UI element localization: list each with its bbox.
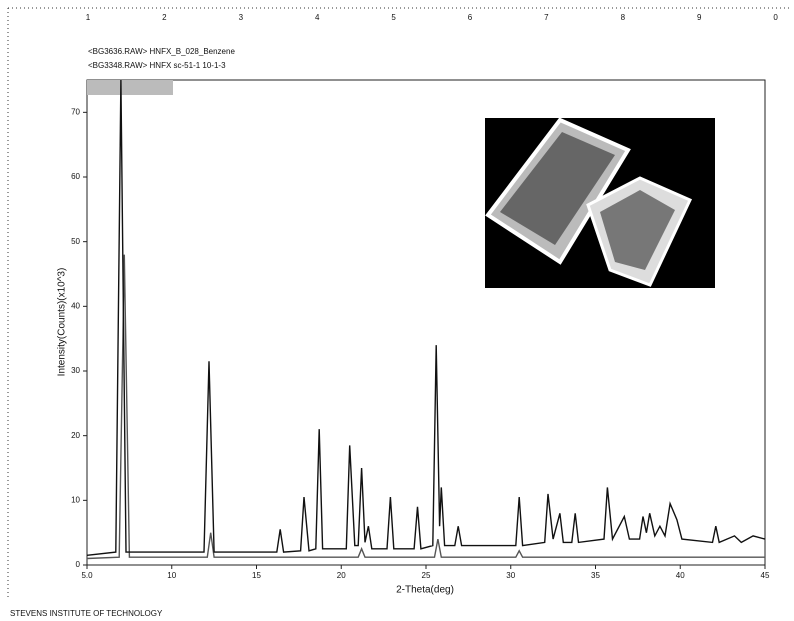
- footer: STEVENS INSTITUTE OF TECHNOLOGY: [10, 609, 163, 618]
- ruler-label: 1: [86, 13, 91, 22]
- y-tick-label: 0: [76, 560, 81, 569]
- x-tick-label: 25: [422, 571, 431, 580]
- y-tick-label: 60: [71, 172, 80, 181]
- ruler-label: 2: [162, 13, 167, 22]
- x-tick-label: 40: [676, 571, 685, 580]
- ruler-label: 3: [239, 13, 244, 22]
- gray-bar: [87, 80, 173, 95]
- y-tick-label: 50: [71, 237, 80, 246]
- inset-photo: [485, 118, 715, 288]
- y-axis-label: Intensity(Counts)(x10^3): [57, 268, 68, 377]
- ruler-label: 0: [773, 13, 778, 22]
- x-tick-label: 15: [252, 571, 261, 580]
- y-tick-label: 70: [71, 107, 80, 116]
- x-axis-label: 2-Theta(deg): [396, 585, 454, 596]
- x-tick-label: 20: [337, 571, 346, 580]
- y-tick-label: 20: [71, 431, 80, 440]
- y-tick-label: 30: [71, 366, 80, 375]
- legend-entry: <BG3636.RAW> HNFX_B_028_Benzene: [88, 47, 235, 56]
- ruler-label: 5: [391, 13, 396, 22]
- screenshot: <BG3636.RAW> HNFX_B_028_Benzene <BG3348.…: [0, 0, 794, 621]
- y-tick-label: 10: [71, 495, 80, 504]
- ruler-label: 6: [468, 13, 473, 22]
- ruler-label: 7: [544, 13, 549, 22]
- y-tick-label: 40: [71, 301, 80, 310]
- x-tick-label: 5.0: [81, 571, 93, 580]
- ruler-label: 9: [697, 13, 702, 22]
- legend-entry: <BG3348.RAW> HNFX sc-51-1 10-1-3: [88, 61, 226, 70]
- ruler-label: 4: [315, 13, 320, 22]
- x-tick-label: 10: [167, 571, 176, 580]
- x-tick-label: 35: [591, 571, 600, 580]
- ruler-label: 8: [621, 13, 626, 22]
- x-tick-label: 45: [761, 571, 770, 580]
- x-tick-label: 30: [506, 571, 515, 580]
